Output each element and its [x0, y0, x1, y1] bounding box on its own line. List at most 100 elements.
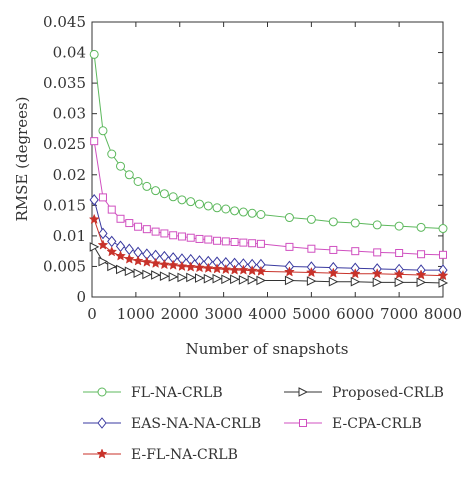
- data-point: [185, 261, 197, 272]
- series-line: [93, 141, 444, 256]
- data-point: [373, 248, 382, 257]
- data-point: [168, 192, 178, 202]
- series-e-fl-na-crlb: [88, 213, 449, 281]
- y-tick-label: 0.035: [43, 74, 86, 92]
- data-point: [195, 234, 204, 243]
- data-point: [203, 201, 213, 211]
- data-point: [115, 240, 126, 253]
- data-point: [186, 272, 196, 283]
- data-point: [133, 177, 143, 186]
- data-point: [89, 242, 100, 252]
- data-point: [90, 137, 99, 146]
- legend-label: E-FL-NA-CRLB: [131, 447, 238, 463]
- data-point: [159, 271, 170, 282]
- data-point: [159, 258, 170, 270]
- series-fl-na-crlb: [89, 49, 448, 234]
- data-point: [256, 275, 267, 286]
- data-point: [230, 206, 240, 216]
- data-point: [350, 276, 361, 287]
- series-eas-na-na-crlb: [89, 194, 448, 276]
- x-tick-label: 3000: [205, 305, 243, 323]
- series-line: [93, 54, 444, 230]
- legend-marker: [96, 448, 108, 459]
- data-point: [439, 250, 447, 259]
- data-point: [221, 274, 231, 285]
- data-point: [134, 222, 143, 231]
- data-point: [416, 222, 426, 232]
- data-point: [141, 256, 153, 267]
- data-point: [186, 233, 195, 242]
- data-point: [394, 277, 405, 288]
- data-point: [142, 181, 152, 191]
- data-point: [395, 249, 404, 257]
- data-point: [125, 219, 134, 228]
- data-point: [194, 262, 205, 273]
- legend-label: EAS-NA-NA-CRLB: [131, 416, 261, 432]
- data-point: [284, 275, 295, 286]
- data-point: [438, 278, 449, 288]
- data-point: [327, 267, 339, 278]
- data-point: [213, 236, 222, 245]
- data-point: [123, 253, 135, 264]
- data-point: [284, 213, 294, 223]
- data-point: [328, 217, 338, 227]
- data-point: [169, 231, 178, 240]
- data-point: [194, 199, 204, 209]
- data-point: [306, 276, 317, 286]
- x-axis-label: Number of snapshots: [186, 340, 349, 358]
- x-tick-label: 1000: [117, 305, 155, 323]
- data-point: [186, 197, 196, 207]
- data-point: [393, 268, 405, 279]
- data-point: [98, 126, 108, 136]
- data-point: [211, 263, 223, 274]
- y-tick-label: 0: [76, 288, 86, 306]
- legend-item: E-FL-NA-CRLB: [83, 447, 238, 463]
- data-point: [212, 273, 223, 284]
- data-point: [305, 266, 317, 278]
- data-point: [204, 235, 213, 244]
- data-point: [255, 265, 267, 276]
- data-point: [239, 238, 248, 247]
- data-point: [89, 49, 99, 59]
- legend: FL-NA-CRLB EAS-NA-NA-CRLB E-FL-NA-CRLB Prop…: [83, 385, 444, 463]
- data-point: [151, 270, 161, 280]
- data-point: [284, 266, 295, 277]
- y-tick-label: 0.025: [43, 135, 86, 153]
- data-point: [142, 225, 151, 234]
- data-point: [285, 242, 294, 251]
- data-point: [202, 262, 214, 273]
- data-point: [372, 220, 382, 230]
- data-point: [247, 208, 257, 218]
- data-point: [438, 224, 448, 234]
- data-point: [415, 269, 427, 280]
- y-tick-label: 0.02: [53, 166, 86, 184]
- data-point: [351, 247, 360, 256]
- data-point: [107, 261, 117, 272]
- x-tick-label: 5000: [292, 305, 330, 323]
- data-point: [349, 268, 361, 279]
- data-point: [394, 221, 404, 231]
- data-point: [150, 257, 161, 268]
- data-point: [167, 259, 179, 270]
- data-point: [151, 227, 160, 236]
- data-point: [256, 210, 266, 219]
- data-point: [89, 194, 99, 206]
- data-point: [350, 218, 360, 228]
- x-tick-label: 0: [87, 305, 97, 323]
- data-point: [238, 275, 249, 285]
- data-point: [176, 260, 188, 272]
- data-point: [371, 268, 383, 279]
- data-point: [107, 149, 117, 159]
- data-point: [194, 273, 205, 283]
- data-point: [177, 272, 188, 283]
- x-tick-label: 4000: [248, 305, 286, 323]
- data-point: [116, 214, 125, 223]
- data-point: [124, 266, 135, 277]
- data-point: [238, 207, 248, 217]
- data-point: [107, 205, 116, 214]
- data-point: [160, 229, 169, 238]
- data-point: [115, 250, 126, 261]
- data-point: [246, 265, 258, 276]
- data-point: [97, 239, 109, 250]
- legend-label: Proposed-CRLB: [332, 385, 444, 401]
